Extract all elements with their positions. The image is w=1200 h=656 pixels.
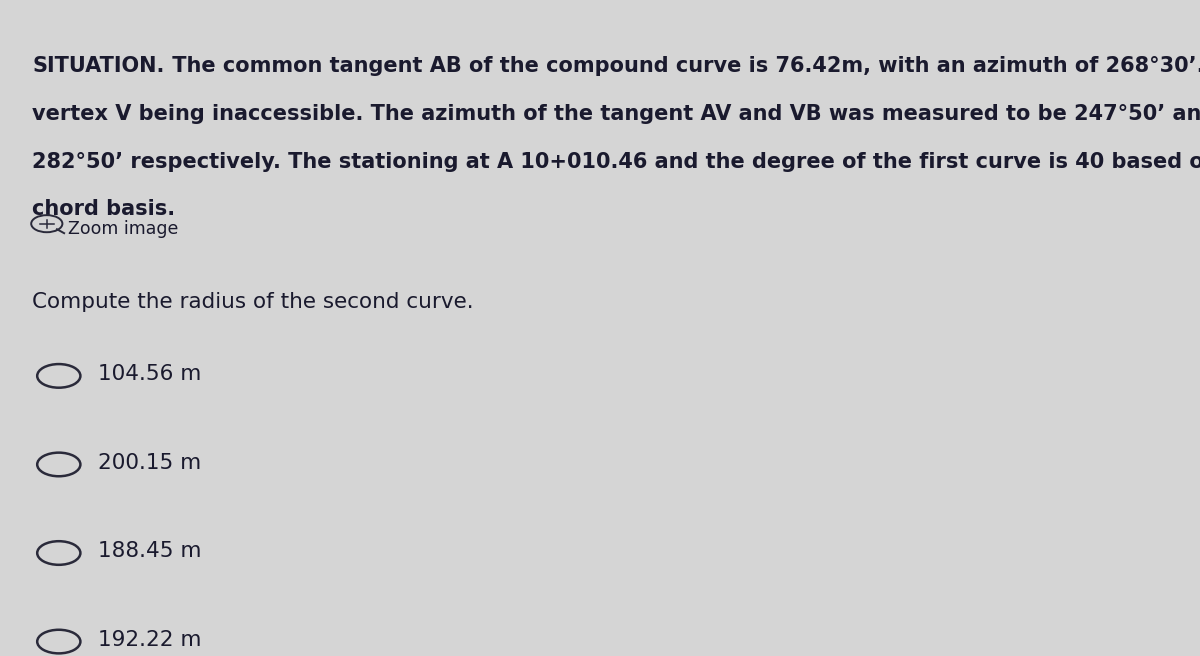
Text: Compute the radius of the second curve.: Compute the radius of the second curve.: [32, 292, 474, 312]
Text: 188.45 m: 188.45 m: [98, 541, 202, 561]
Text: chord basis.: chord basis.: [32, 199, 175, 219]
Text: Zoom image: Zoom image: [68, 220, 179, 237]
Text: 200.15 m: 200.15 m: [98, 453, 202, 472]
Text: 104.56 m: 104.56 m: [98, 364, 202, 384]
Text: SITUATION.: SITUATION.: [32, 56, 164, 75]
Text: The common tangent AB of the compound curve is 76.42m, with an azimuth of 268°30: The common tangent AB of the compound cu…: [164, 56, 1200, 75]
Text: 282°50’ respectively. The stationing at A 10+010.46 and the degree of the first : 282°50’ respectively. The stationing at …: [32, 152, 1200, 171]
Text: vertex V being inaccessible. The azimuth of the tangent AV and VB was measured t: vertex V being inaccessible. The azimuth…: [32, 104, 1200, 123]
Text: 192.22 m: 192.22 m: [98, 630, 202, 649]
